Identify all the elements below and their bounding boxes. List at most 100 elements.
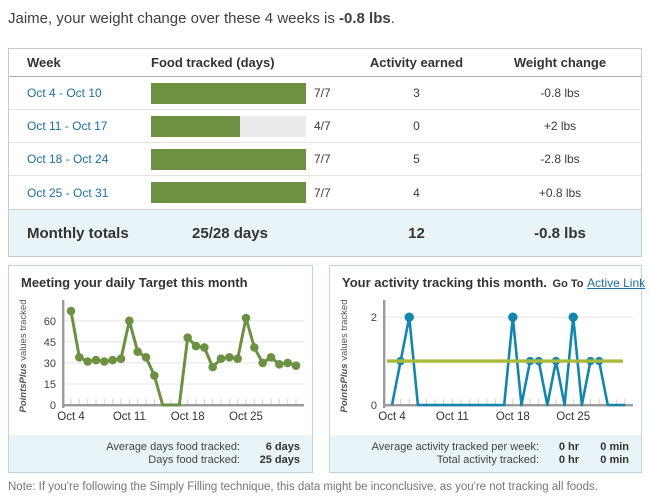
data-point — [116, 354, 126, 364]
data-point — [100, 357, 109, 366]
food-tracked-bar-fill — [151, 82, 306, 104]
y-axis-tick-label: 60 — [44, 316, 56, 328]
y-axis-tick-label: 45 — [44, 337, 56, 349]
data-point — [191, 341, 201, 351]
activity-earned-value: 3 — [413, 86, 420, 100]
column-header-food-tracked: Food tracked (days) — [151, 55, 275, 70]
data-point — [150, 371, 159, 380]
summary-text: Jaime, your weight change over these 4 w… — [8, 10, 340, 27]
data-point — [66, 306, 76, 316]
avg-days-food-tracked-value: 6 days — [265, 441, 300, 453]
days-food-tracked-label: Days food tracked: — [148, 454, 240, 466]
data-point — [125, 316, 134, 326]
data-point — [108, 355, 117, 365]
food-tracked-bar — [151, 182, 306, 203]
avg-activity-hours: 0 hr — [558, 441, 579, 453]
column-header-weight-change: Weight change — [513, 55, 607, 70]
week-link[interactable]: Oct 4 - Oct 10 — [27, 86, 102, 100]
week-link[interactable]: Oct 18 - Oct 24 — [27, 152, 109, 166]
activity-earned-value: 4 — [413, 185, 420, 200]
food-tracked-fraction: 7/7 — [314, 185, 331, 200]
x-axis-tick-label: Oct 11 — [436, 411, 469, 423]
activity-chart-title-text: Your activity tracking this month. — [342, 275, 547, 290]
x-axis-tick-label: Oct 11 — [113, 411, 146, 423]
charts-section: Meeting your daily Target this month 0 15… — [8, 265, 645, 473]
x-axis-tick-label: Oct 25 — [556, 411, 590, 423]
food-tracked-bar — [151, 115, 306, 137]
food-tracked-bar-fill — [151, 148, 306, 170]
table-row: Oct 18 - Oct 24 7/7 5 -2.8 lbs — [9, 143, 641, 176]
x-axis-tick-label: Oct 18 — [496, 411, 530, 423]
data-point — [275, 360, 284, 369]
y-axis-tick-label: 30 — [44, 358, 56, 370]
food-tracked-bar-fill — [151, 115, 240, 137]
y-axis-tick-label: 0 — [50, 400, 56, 412]
food-tracked-bar — [151, 82, 306, 104]
data-point — [568, 312, 578, 322]
data-point — [404, 312, 414, 322]
monthly-totals-row: Monthly totals 25/28 days 12 -0.8 lbs — [9, 209, 641, 256]
food-tracked-fraction: 7/7 — [314, 152, 331, 166]
activity-earned-value: 0 — [413, 119, 420, 133]
data-point — [200, 343, 209, 352]
column-header-activity-earned: Activity earned — [369, 55, 464, 70]
table-row: Oct 11 - Oct 17 4/7 0 +2 lbs — [9, 110, 641, 143]
weight-change-value: -0.8 lbs — [540, 86, 580, 100]
table-body: Oct 4 - Oct 10 7/7 3 -0.8 lbs Oct 11 - Oct 1… — [9, 77, 641, 209]
avg-activity-label: Average activity tracked per week: — [371, 441, 539, 453]
data-point — [241, 313, 251, 323]
food-tracked-fraction: 7/7 — [314, 86, 331, 100]
food-tracked-bar-fill — [151, 182, 306, 203]
data-point — [216, 354, 226, 364]
activity-chart-title: Your activity tracking this month. Go To… — [330, 266, 645, 292]
y-axis-tick-label: 15 — [44, 379, 56, 391]
y-axis-label: PointsPlus values tracked — [18, 300, 29, 413]
disclaimer-note: Note: If you're following the Simply Fil… — [8, 481, 598, 493]
data-point — [225, 353, 234, 362]
total-activity-minutes: 0 min — [600, 454, 629, 466]
x-axis-tick-label: Oct 25 — [229, 411, 263, 423]
data-point — [258, 358, 267, 368]
data-point — [508, 312, 518, 322]
food-chart-footer: Average days food tracked: 6 days Days f… — [9, 435, 312, 472]
totals-food-tracked: 25/28 days — [192, 224, 268, 242]
data-point — [75, 353, 84, 362]
totals-activity-earned: 12 — [408, 224, 425, 242]
table-row: Oct 25 - Oct 31 7/7 4 +0.8 lbs — [9, 176, 641, 209]
column-header-week: Week — [27, 55, 61, 70]
activity-chart-footer: Average activity tracked per week: 0 hr … — [330, 435, 641, 472]
summary-period: . — [390, 10, 395, 27]
data-point — [133, 347, 142, 356]
y-axis-label: PointsPlus values tracked — [339, 300, 350, 413]
week-link[interactable]: Oct 25 - Oct 31 — [27, 185, 109, 200]
summary-weight-change: -0.8 lbs — [339, 10, 391, 27]
food-tracked-fraction: 4/7 — [314, 119, 331, 133]
data-point — [183, 333, 192, 342]
data-point — [91, 355, 101, 365]
y-axis-tick-label: 0 — [371, 400, 377, 412]
data-point — [266, 353, 276, 362]
go-to-label: Go To — [552, 278, 584, 290]
table-row: Oct 4 - Oct 10 7/7 3 -0.8 lbs — [9, 77, 641, 110]
food-chart-title: Meeting your daily Target this month — [21, 275, 248, 290]
avg-days-food-tracked-label: Average days food tracked: — [106, 441, 240, 453]
week-link[interactable]: Oct 11 - Oct 17 — [27, 119, 108, 133]
data-point — [141, 353, 151, 362]
totals-weight-change: -0.8 lbs — [534, 224, 586, 242]
x-axis-tick-label: Oct 4 — [57, 411, 85, 423]
food-tracking-chart: 0 15 30 45 60 Oct 4 Oct 11 Oct 18 Oct 25 PointsPl… — [18, 300, 304, 423]
total-activity-hours: 0 hr — [558, 454, 579, 466]
y-axis-tick-label: 2 — [371, 312, 377, 324]
weight-change-value: +0.8 lbs — [538, 185, 582, 200]
x-axis-tick-label: Oct 4 — [378, 411, 406, 423]
data-point — [208, 362, 217, 372]
data-point — [83, 357, 92, 366]
data-point — [283, 358, 292, 368]
data-point — [291, 361, 301, 371]
food-tracked-bar — [151, 148, 306, 170]
active-link[interactable]: Active Link — [587, 276, 646, 290]
data-point — [250, 343, 259, 352]
weight-change-value: -2.8 lbs — [540, 152, 580, 166]
data-point — [233, 354, 242, 364]
totals-label: Monthly totals — [27, 224, 129, 242]
